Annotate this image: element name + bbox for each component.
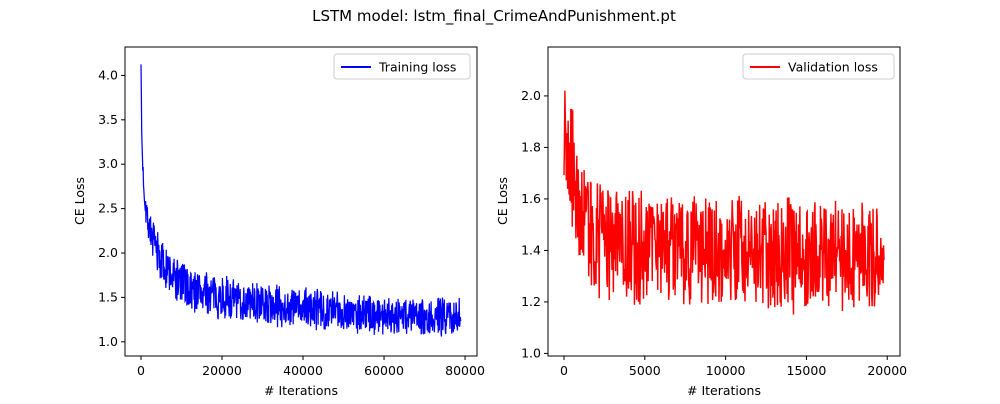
- training-y-tick-label: 1.5: [98, 289, 118, 304]
- training-y-tick-label: 2.0: [98, 245, 118, 260]
- training-loss-line: [140, 64, 462, 337]
- validation-y-ticks: 1.0 1.2 1.4 1.6 1.8 2.0: [521, 88, 548, 360]
- validation-y-tick-label: 1.8: [521, 139, 541, 154]
- validation-x-tick-label: 10000: [706, 363, 746, 378]
- validation-loss-line: [563, 90, 885, 315]
- training-x-tick-label: 60000: [364, 363, 404, 378]
- training-x-tick-label: 80000: [445, 363, 485, 378]
- training-x-tick-label: 20000: [202, 363, 242, 378]
- validation-loss-chart: 0 5000 10000 15000 20000 1.01.21.41.61.82.0 …: [495, 46, 907, 398]
- training-y-ticks: 1.0 1.5 2.0 2.5 3.0 3.5 4.0: [98, 67, 125, 349]
- training-y-tick-label: 3.0: [98, 156, 118, 171]
- training-y-tick-label: 4.0: [98, 67, 118, 82]
- figure-title: LSTM model: lstm_final_CrimeAndPunishmen…: [312, 7, 676, 26]
- validation-y-tick-label: 1.6: [521, 191, 541, 206]
- training-y-tick-label: 3.5: [98, 112, 118, 127]
- training-x-ticks: 0 20000 40000 60000 80000: [137, 356, 485, 378]
- training-plot-background: [125, 47, 477, 356]
- training-y-tick-label: 1.0: [98, 334, 118, 349]
- validation-x-tick-label: 15000: [787, 363, 827, 378]
- training-legend-box: [333, 53, 471, 80]
- validation-x-ticks: 0 5000 10000 15000 20000: [560, 356, 907, 378]
- training-x-axis-label: # Iterations: [264, 383, 338, 398]
- validation-y-tick-label: 1.2: [521, 294, 541, 309]
- training-legend: Training loss: [333, 53, 471, 80]
- training-x-tick-label: 0: [137, 363, 145, 378]
- training-loss-chart: 0 20000 40000 60000 80000 1.0 1.5 2.0 2.5 3.0 3.5…: [72, 46, 485, 398]
- validation-y-tick-label: 1.0: [521, 345, 541, 360]
- validation-plot-background: [548, 47, 900, 356]
- validation-x-tick-label: 0: [560, 363, 568, 378]
- validation-y-tick-label: 2.0: [521, 88, 541, 103]
- validation-x-tick-label: 5000: [629, 363, 661, 378]
- training-plot-frame: [124, 46, 478, 357]
- validation-y-axis-label: CE Loss: [495, 177, 510, 225]
- validation-loss-series-group: [563, 90, 885, 315]
- validation-y-tick-label: 1.4: [521, 242, 541, 257]
- training-y-tick-label: 2.5: [98, 201, 118, 216]
- validation-legend-label: Validation loss: [788, 60, 878, 75]
- training-x-tick-label: 40000: [283, 363, 323, 378]
- validation-plot-frame: [547, 46, 901, 357]
- validation-legend: Validation loss: [742, 53, 895, 80]
- validation-x-axis-label: # Iterations: [687, 383, 761, 398]
- validation-legend-box: [742, 53, 895, 80]
- training-loss-series-group: [140, 64, 462, 337]
- training-y-axis-label: CE Loss: [72, 177, 87, 225]
- validation-x-tick-label: 20000: [867, 363, 907, 378]
- training-legend-label: Training loss: [378, 60, 456, 75]
